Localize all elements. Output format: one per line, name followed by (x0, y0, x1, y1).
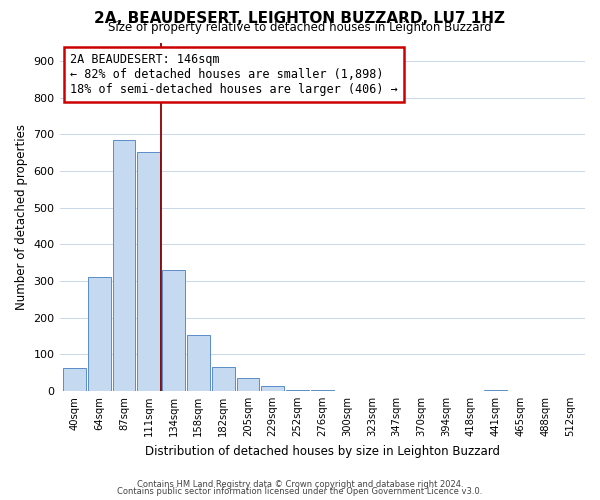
Y-axis label: Number of detached properties: Number of detached properties (15, 124, 28, 310)
Bar (484, 390, 507, 391)
Bar (261, 386, 284, 391)
Bar (113, 140, 136, 391)
Bar (236, 378, 259, 391)
Text: Size of property relative to detached houses in Leighton Buzzard: Size of property relative to detached ho… (108, 21, 492, 34)
Bar (162, 270, 185, 391)
Bar (88, 277, 110, 391)
Bar (63, 368, 86, 391)
Bar (187, 335, 210, 391)
Text: Contains public sector information licensed under the Open Government Licence v3: Contains public sector information licen… (118, 487, 482, 496)
Text: 2A, BEAUDESERT, LEIGHTON BUZZARD, LU7 1HZ: 2A, BEAUDESERT, LEIGHTON BUZZARD, LU7 1H… (95, 11, 505, 26)
Text: Contains HM Land Registry data © Crown copyright and database right 2024.: Contains HM Land Registry data © Crown c… (137, 480, 463, 489)
Text: 2A BEAUDESERT: 146sqm
← 82% of detached houses are smaller (1,898)
18% of semi-d: 2A BEAUDESERT: 146sqm ← 82% of detached … (70, 53, 398, 96)
X-axis label: Distribution of detached houses by size in Leighton Buzzard: Distribution of detached houses by size … (145, 444, 500, 458)
Bar (137, 152, 160, 391)
Bar (286, 390, 309, 391)
Bar (212, 367, 235, 391)
Bar (311, 390, 334, 391)
